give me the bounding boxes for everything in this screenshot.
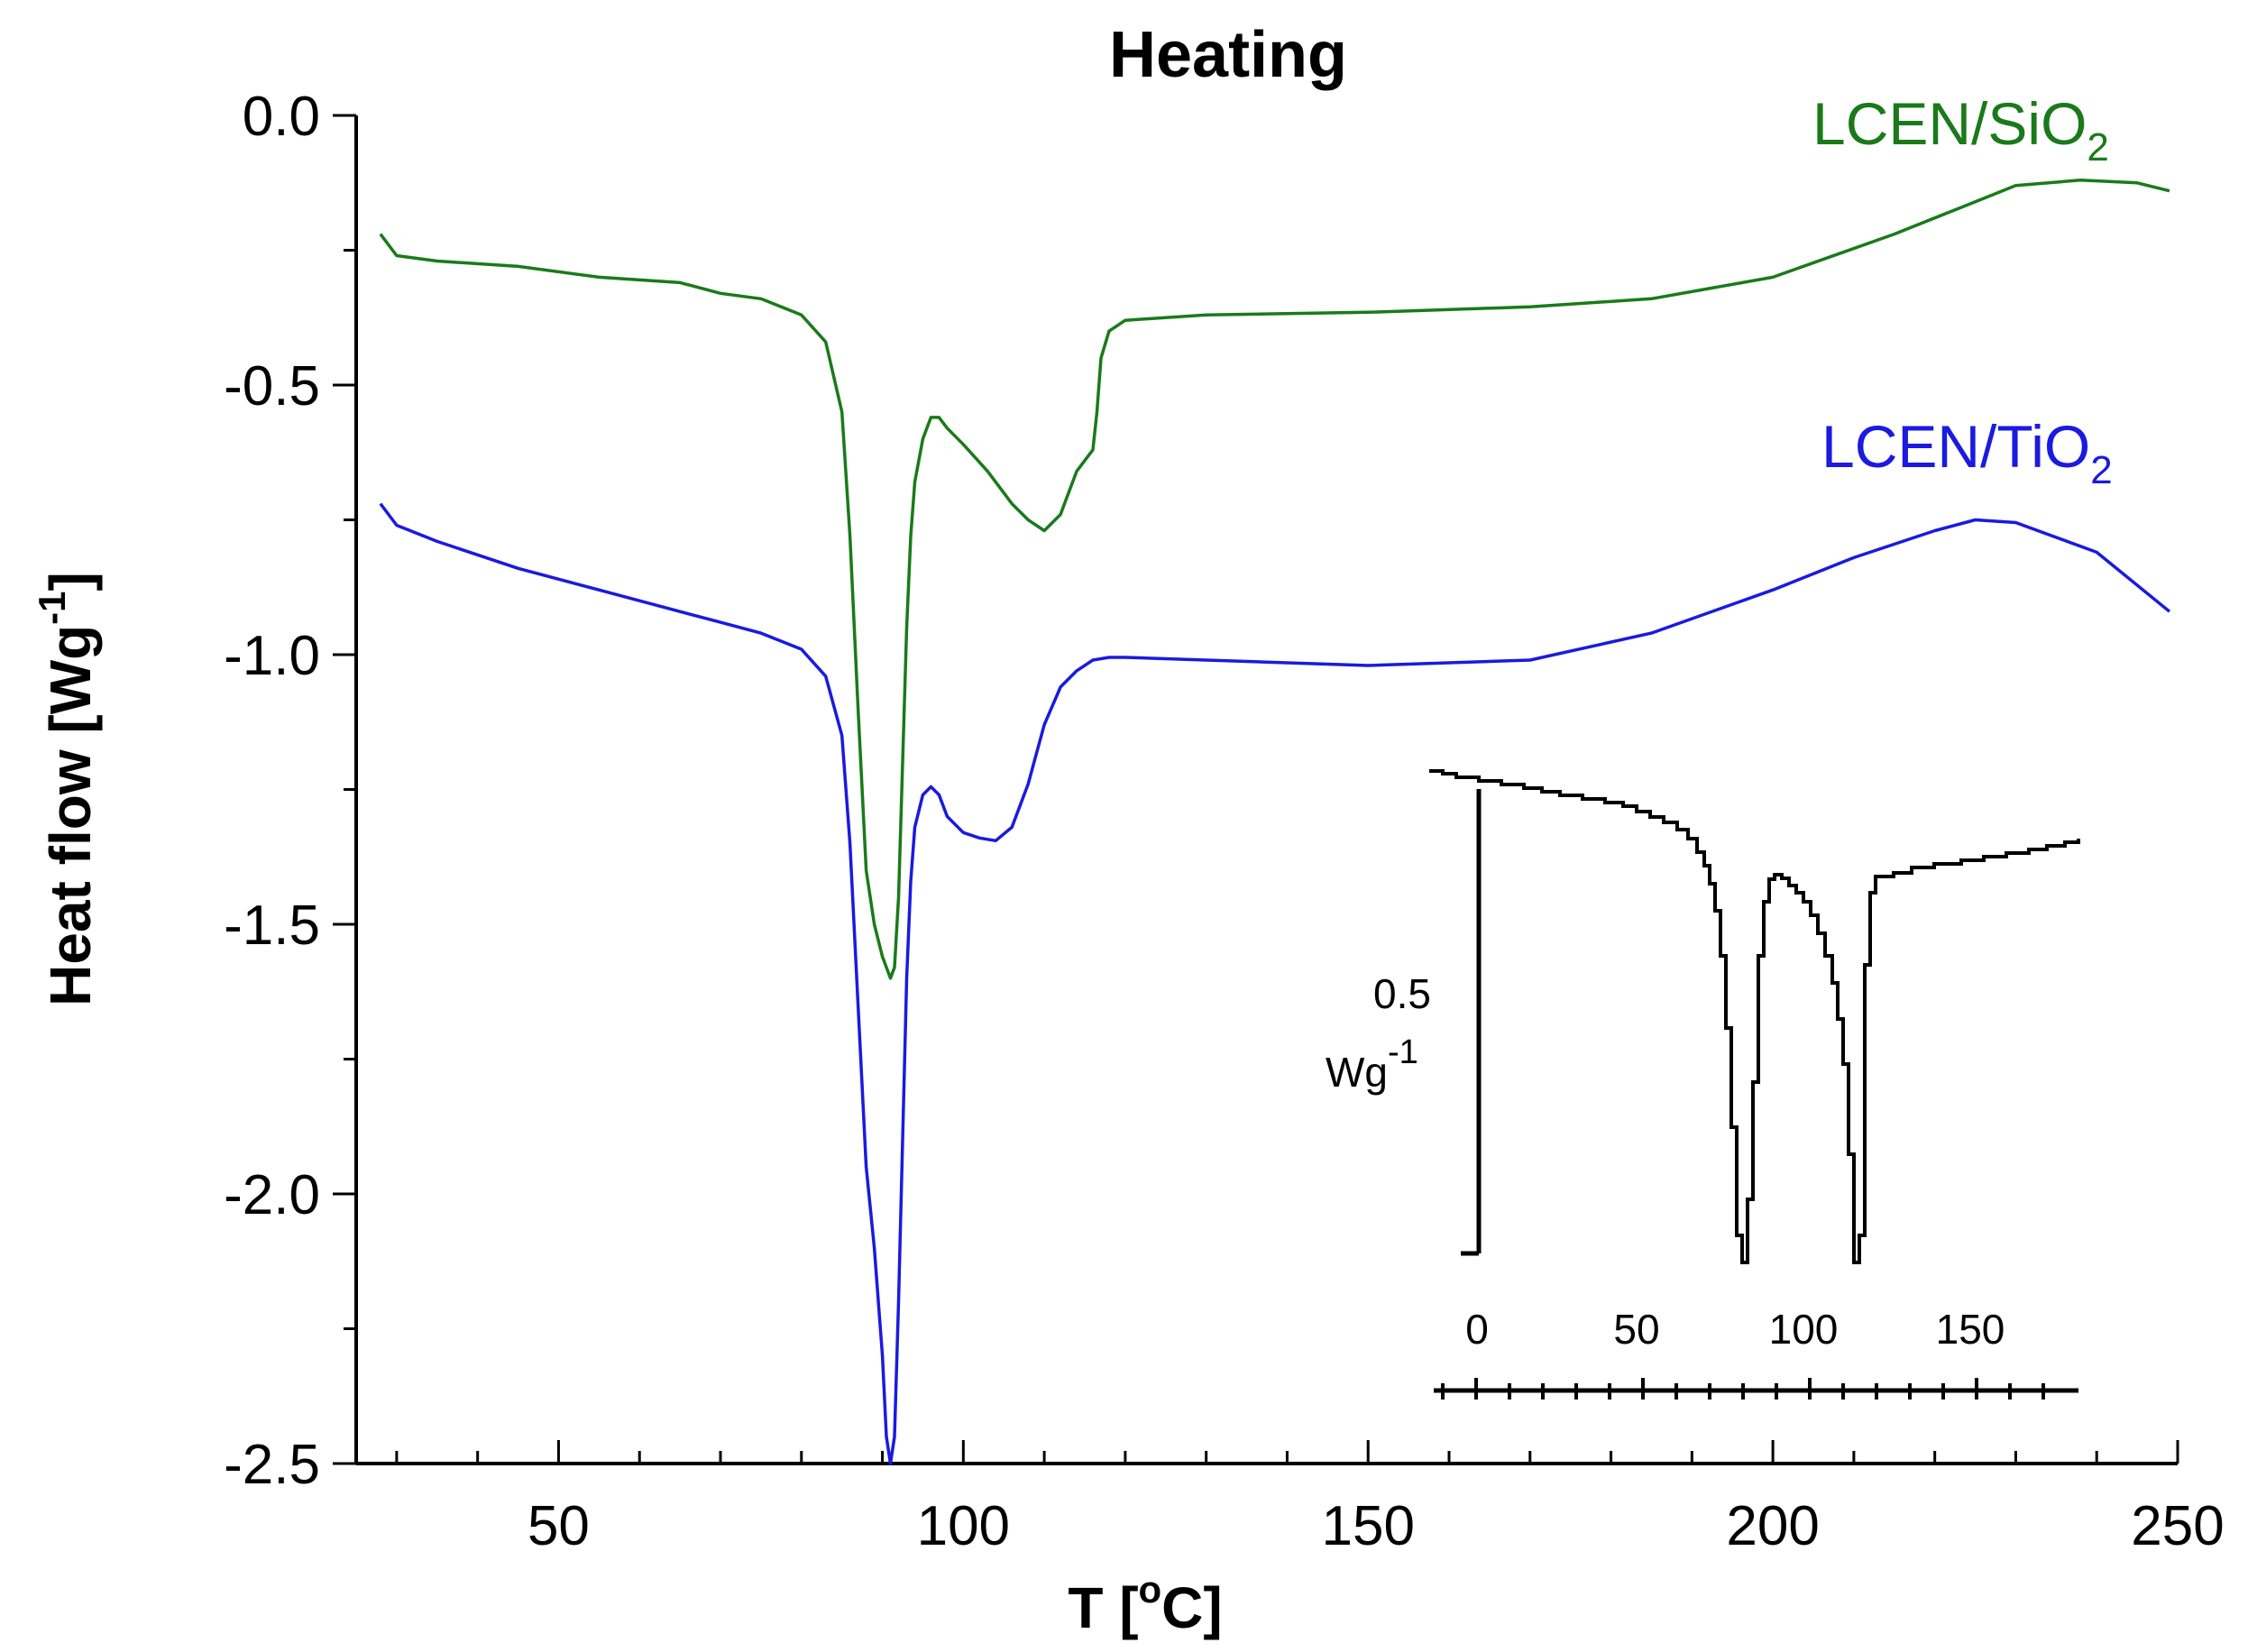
inset-scale-unit-main: Wg: [1326, 1049, 1388, 1096]
y-tick-label: -1.0: [224, 625, 320, 687]
y-ticks: 0.0 -0.5 -1.0 -1.5 -2.0 -2.5: [224, 86, 356, 1496]
inset-trace: [1429, 769, 2080, 1264]
y-axis-title-end: ]: [38, 572, 103, 591]
x-tick-label: 200: [1726, 1495, 1819, 1557]
legend-lcen-tio2: LCEN/TiO2: [1821, 413, 2113, 492]
legend-lcen-sio2-main: LCEN/SiO: [1812, 90, 2087, 157]
y-axis-title: Heat flow [Wg-1]: [31, 572, 103, 1006]
x-tick-label: 100: [917, 1495, 1010, 1557]
y-tick-label: -0.5: [224, 355, 320, 418]
x-axis-title-sup: o: [1139, 1568, 1162, 1611]
x-axis-title-end: C]: [1161, 1575, 1223, 1640]
y-tick-label: -2.5: [224, 1434, 320, 1496]
inset-ticks: [1441, 1378, 2045, 1400]
inset-tick-label-2: 100: [1769, 1306, 1839, 1353]
y-tick-label: 0.0: [243, 86, 320, 148]
y-tick-label: -1.5: [224, 895, 320, 957]
x-ticks: 50 100 150 200 250: [395, 1440, 2225, 1557]
legend-lcen-sio2: LCEN/SiO2: [1812, 90, 2109, 170]
inset-scale-unit: Wg-1: [1326, 1033, 1418, 1096]
x-axis-title-main: T [: [1068, 1575, 1138, 1640]
inset-tick-label-0: 0: [1465, 1306, 1489, 1353]
x-tick-label: 250: [2131, 1495, 2224, 1557]
inset-tick-label-1: 50: [1613, 1306, 1659, 1353]
x-tick-label: 150: [1321, 1495, 1414, 1557]
y-tick-label: -2.0: [224, 1164, 320, 1226]
inset-tick-label-3: 150: [1936, 1306, 2005, 1353]
inset: 0.5 Wg-1 0 50 100 150: [1326, 769, 2080, 1400]
inset-scale-value: 0.5: [1373, 970, 1431, 1017]
inset-scale-unit-sup: -1: [1388, 1033, 1418, 1071]
x-tick-label: 50: [528, 1495, 590, 1557]
y-axis-title-main: Heat flow [Wg: [38, 625, 103, 1006]
legend-lcen-tio2-main: LCEN/TiO: [1821, 413, 2090, 480]
legend-lcen-sio2-sub: 2: [2087, 125, 2108, 170]
y-axis-title-sup: -1: [31, 591, 73, 624]
chart-title: Heating: [1109, 19, 1347, 91]
series-line-lcen-sio2: [379, 179, 2170, 980]
series-line-lcen-tio2: [379, 502, 2171, 1465]
legend-lcen-tio2-sub: 2: [2090, 448, 2112, 492]
x-axis-title: T [oC]: [1068, 1568, 1222, 1640]
